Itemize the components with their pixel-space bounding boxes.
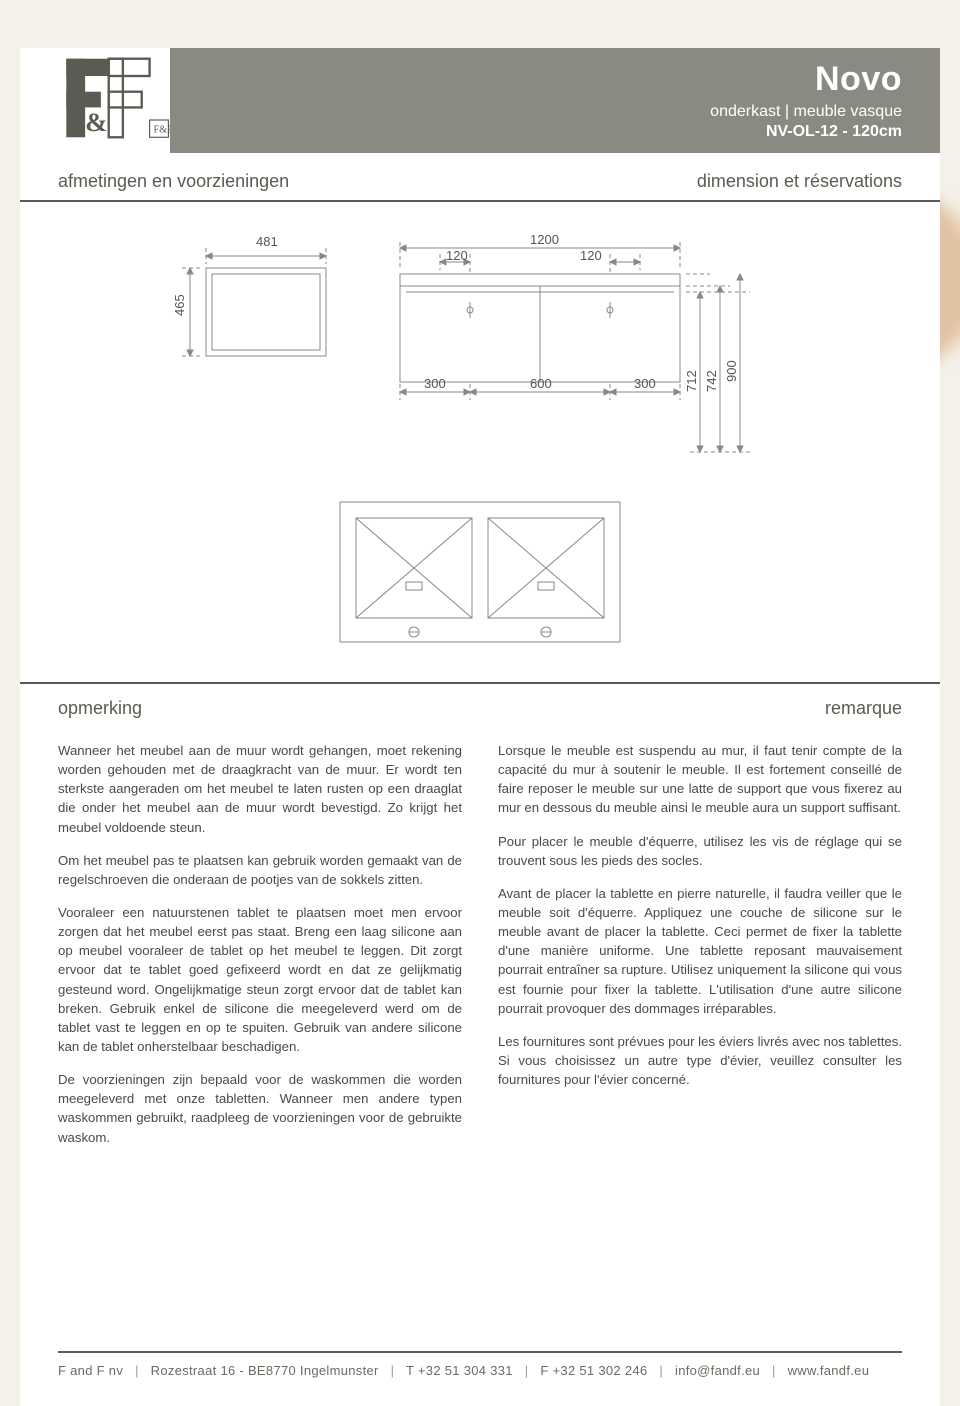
- dim-300-l: 300: [424, 376, 446, 391]
- dim-481: 481: [256, 234, 278, 249]
- nl-para-1: Wanneer het meubel aan de muur wordt geh…: [58, 741, 462, 837]
- page: & F&F Novo onderkast | meuble vasque NV-…: [20, 48, 940, 1406]
- fr-para-1: Lorsque le meuble est suspendu au mur, i…: [498, 741, 902, 818]
- nl-para-3: Vooraleer een natuurstenen tablet te pla…: [58, 903, 462, 1056]
- dim-120-right: 120: [580, 248, 602, 263]
- sep-icon: |: [659, 1363, 663, 1378]
- sep-icon: |: [391, 1363, 395, 1378]
- remarks-label-left: opmerking: [58, 698, 142, 719]
- footer-company: F and F nv: [58, 1363, 123, 1378]
- remarks-label-right: remarque: [825, 698, 902, 719]
- section-dimensions-row: afmetingen en voorzieningen dimension et…: [20, 153, 940, 202]
- sep-icon: |: [772, 1363, 776, 1378]
- diagram-side-view: 481 465: [160, 232, 350, 402]
- remarks-nl: Wanneer het meubel aan de muur wordt geh…: [58, 741, 462, 1161]
- fr-para-3: Avant de placer la tablette en pierre na…: [498, 884, 902, 1018]
- svg-text:&: &: [85, 107, 107, 137]
- product-subtitle-2: NV-OL-12 - 120cm: [766, 123, 902, 141]
- footer-tel: T +32 51 304 331: [406, 1363, 513, 1378]
- diagram-front-view: 1200 120 120: [380, 232, 800, 462]
- section-label-right: dimension et réservations: [697, 171, 902, 192]
- fr-para-4: Les fournitures sont prévues pour les év…: [498, 1032, 902, 1089]
- svg-text:F&F: F&F: [154, 125, 171, 136]
- ff-logo-icon: & F&F: [60, 48, 170, 148]
- dim-600: 600: [530, 376, 552, 391]
- product-subtitle-1: onderkast | meuble vasque: [710, 103, 902, 121]
- fr-para-2: Pour placer le meuble d'équerre, utilise…: [498, 832, 902, 870]
- footer-fax: F +32 51 302 246: [540, 1363, 647, 1378]
- dim-300-r: 300: [634, 376, 656, 391]
- dim-900: 900: [724, 360, 739, 382]
- footer-address: Rozestraat 16 - BE8770 Ingelmunster: [151, 1363, 379, 1378]
- nl-para-4: De voorzieningen zijn bepaald voor de wa…: [58, 1070, 462, 1147]
- dim-1200: 1200: [530, 232, 559, 247]
- remarks-fr: Lorsque le meuble est suspendu au mur, i…: [498, 741, 902, 1161]
- nl-para-2: Om het meubel pas te plaatsen kan gebrui…: [58, 851, 462, 889]
- sep-icon: |: [525, 1363, 529, 1378]
- header: & F&F Novo onderkast | meuble vasque NV-…: [20, 48, 940, 153]
- diagram-area: 481 465: [20, 222, 940, 682]
- dim-465: 465: [172, 294, 187, 316]
- diagram-sink-top: [330, 492, 630, 652]
- sep-icon: |: [135, 1363, 139, 1378]
- remarks-columns: Wanneer het meubel aan de muur wordt geh…: [20, 725, 940, 1161]
- dim-742: 742: [704, 370, 719, 392]
- logo: & F&F: [20, 48, 170, 153]
- footer-email: info@fandf.eu: [675, 1363, 760, 1378]
- footer: F and F nv | Rozestraat 16 - BE8770 Inge…: [58, 1351, 902, 1378]
- header-grey-band: Novo onderkast | meuble vasque NV-OL-12 …: [170, 48, 940, 153]
- dim-120-left: 120: [446, 248, 468, 263]
- section-label-left: afmetingen en voorzieningen: [58, 171, 289, 192]
- footer-web: www.fandf.eu: [788, 1363, 870, 1378]
- dim-712: 712: [684, 370, 699, 392]
- product-title: Novo: [815, 60, 902, 99]
- remarks-title-row: opmerking remarque: [20, 682, 940, 725]
